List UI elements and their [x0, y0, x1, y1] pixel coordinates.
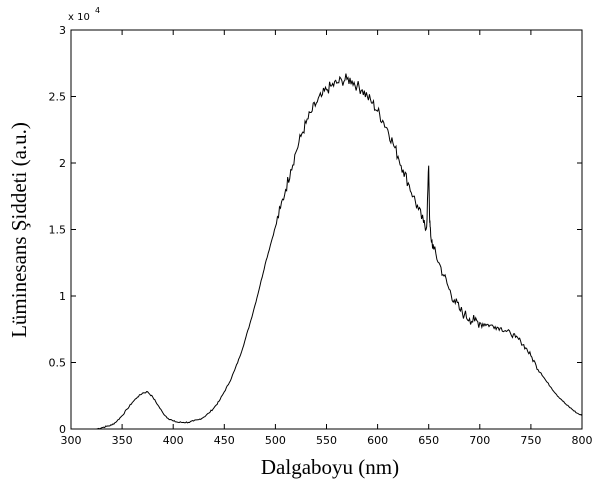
y-axis-exponent-base: x 10: [68, 12, 90, 23]
x-tick-label: 750: [520, 434, 541, 447]
y-tick-label: 1: [59, 290, 66, 303]
x-axis-label: Dalgaboyu (nm): [261, 455, 399, 479]
y-tick-label: 3: [59, 24, 66, 37]
x-tick-label: 700: [469, 434, 490, 447]
x-tick-label: 600: [367, 434, 388, 447]
x-axis-ticks: 300 350 400 450 500 550 600 650 700 750 800: [61, 30, 593, 447]
y-axis-exponent-power: 4: [95, 6, 100, 15]
x-tick-label: 500: [265, 434, 286, 447]
y-tick-label: 1.5: [49, 224, 67, 237]
y-tick-label: 2.5: [49, 91, 67, 104]
y-axis-ticks: 0 0.5 1 1.5 2 2.5 3: [49, 24, 582, 436]
x-tick-label: 450: [214, 434, 235, 447]
y-axis-label: Lüminesans Şiddeti (a.u.): [7, 122, 31, 338]
spectrum-line: [96, 73, 583, 430]
x-tick-label: 550: [316, 434, 337, 447]
x-tick-label: 800: [572, 434, 593, 447]
x-tick-label: 350: [112, 434, 133, 447]
y-tick-label: 0: [59, 423, 66, 436]
x-tick-label: 300: [61, 434, 82, 447]
plot-frame: [70, 29, 583, 430]
y-tick-label: 0.5: [49, 357, 67, 370]
y-tick-label: 2: [59, 157, 66, 170]
x-tick-label: 400: [163, 434, 184, 447]
x-tick-label: 650: [418, 434, 439, 447]
